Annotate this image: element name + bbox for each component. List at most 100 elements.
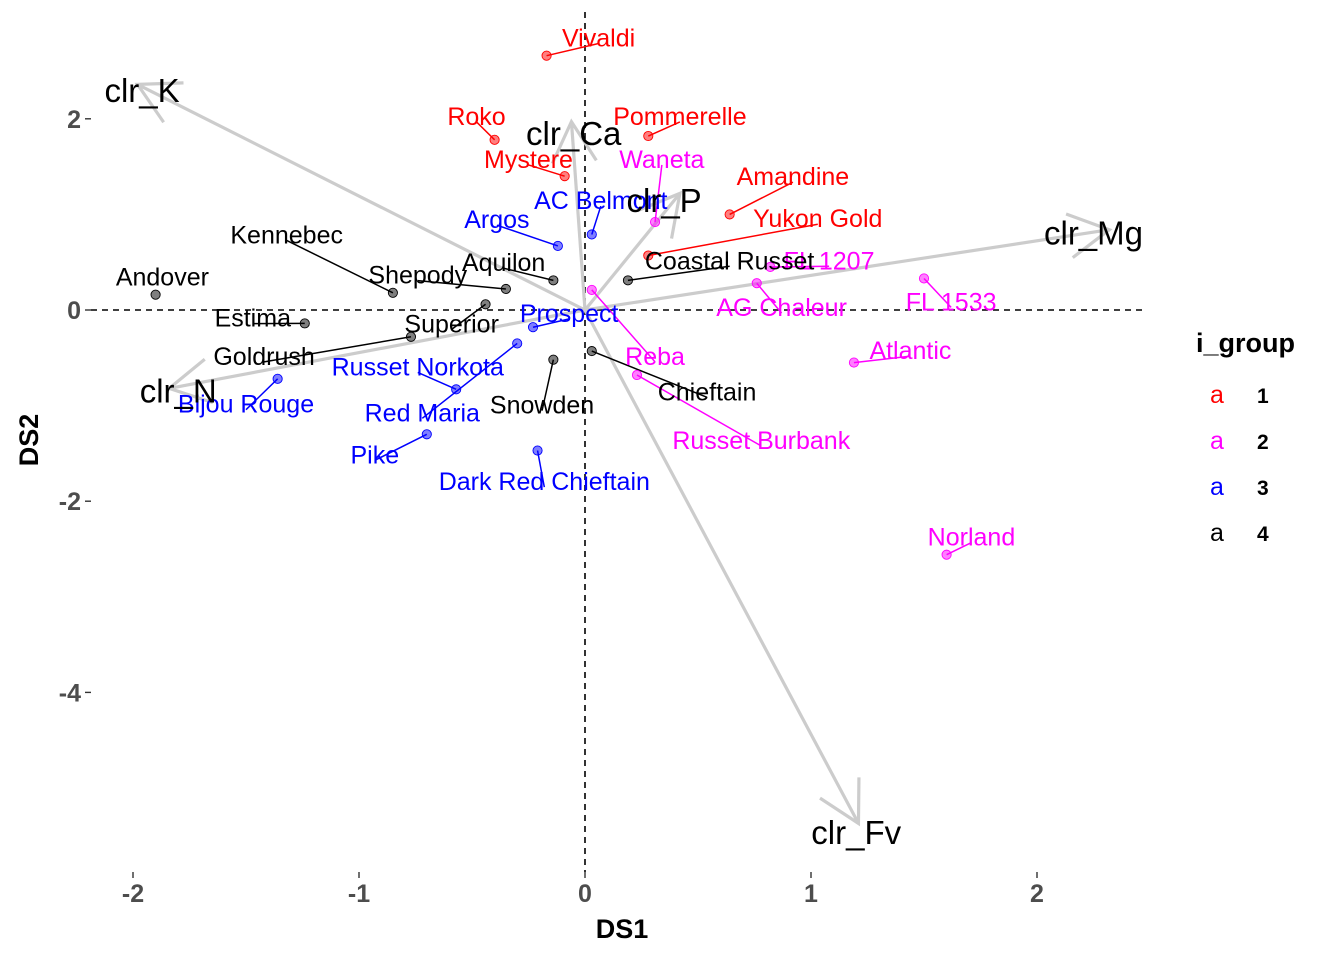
connector-Atlantic <box>853 355 911 364</box>
vector-head-clr_P <box>636 190 683 239</box>
point-label-Russet Burbank: Russet Burbank <box>672 427 850 455</box>
connector-FL 1533 <box>923 277 952 308</box>
legend-label-4: 4 <box>1257 523 1269 546</box>
loading-vectors <box>134 81 1113 827</box>
vector-head-clr_N <box>165 358 214 405</box>
vector-label-clr_Ca: clr_Ca <box>526 115 622 152</box>
legend-key-2: a <box>1210 427 1224 455</box>
point-AG Chaleur <box>751 278 762 289</box>
connector-Prospect <box>532 318 570 328</box>
connector-Amandine <box>729 181 794 216</box>
connector-Aquilon <box>503 267 554 282</box>
connector-Coastal Russet <box>627 265 730 282</box>
vector-label-clr_Mg: clr_Mg <box>1044 215 1143 252</box>
reference-lines <box>91 12 1147 872</box>
point-Argos <box>552 240 563 251</box>
connector-Dark Red Chieftain <box>536 450 546 488</box>
y-tick-label-0: 0 <box>67 297 81 325</box>
point-Pike <box>421 429 432 440</box>
connector-Kennebec <box>286 239 394 294</box>
point-label-Aquilon: Aquilon <box>462 249 545 277</box>
vector-clr_Mg <box>584 228 1110 312</box>
connector-Snowden <box>541 359 555 411</box>
point-Andover <box>150 289 161 300</box>
x-tick-label--2: -2 <box>122 880 144 908</box>
connector-Russet Norkota <box>417 371 457 391</box>
point-label-Coastal Russet: Coastal Russet <box>645 247 815 275</box>
connector-Pommerelle <box>647 121 681 137</box>
point-label-Kennebec: Kennebec <box>230 221 343 249</box>
y-tick-label-2: 2 <box>67 106 81 134</box>
point-label-Argos: Argos <box>464 206 529 234</box>
vector-label-clr_Fv: clr_Fv <box>811 814 901 851</box>
point-Russet Burbank <box>631 369 643 381</box>
point-label-Roko: Roko <box>447 103 505 131</box>
point-label-Mystere: Mystere <box>484 146 573 174</box>
point-Mystere <box>559 171 570 182</box>
point-label-Prospect: Prospect <box>520 300 619 328</box>
point-label-Snowden: Snowden <box>490 392 594 420</box>
point-Waneta <box>650 216 661 228</box>
legend: i_group a 1 a 2 a 3 a 4 <box>1196 328 1295 547</box>
connector-Goldrush <box>263 336 412 363</box>
connector-Chieftain <box>591 350 708 398</box>
point-label-Bijou Rouge: Bijou Rouge <box>178 391 314 419</box>
point-Shepody <box>500 283 511 295</box>
point-label-Andover: Andover <box>116 264 209 292</box>
connector-FL 1207 <box>770 265 830 268</box>
point-Reba <box>586 284 597 295</box>
vector-label-clr_P: clr_P <box>627 182 702 219</box>
connector-Argos <box>496 224 559 247</box>
point-label-Vivaldi: Vivaldi <box>562 25 635 53</box>
point-AC Belmont <box>586 229 597 240</box>
point-Coastal Russet <box>622 275 633 286</box>
vector-clr_P <box>583 192 682 312</box>
point-label-Shepody: Shepody <box>368 262 467 290</box>
point-Red Maria <box>512 338 523 349</box>
connector-Waneta <box>654 164 663 223</box>
point-Bijou Rouge <box>272 373 283 384</box>
point-label-AC Belmont: AC Belmont <box>534 187 667 215</box>
point-FL 1207 <box>765 261 776 273</box>
legend-label-3: 3 <box>1257 477 1269 500</box>
point-label-Atlantic: Atlantic <box>869 337 951 365</box>
vector-clr_Ca <box>569 121 587 311</box>
vector-clr_N <box>168 308 586 390</box>
x-tick-label--1: -1 <box>348 880 370 908</box>
point-label-Dark Red Chieftain: Dark Red Chieftain <box>439 468 650 496</box>
point-label-Yukon Gold: Yukon Gold <box>753 205 882 233</box>
point-label-Waneta: Waneta <box>619 146 704 174</box>
data-points <box>150 50 952 560</box>
connector-Superior <box>451 303 487 330</box>
point-label-Chieftain: Chieftain <box>658 378 757 406</box>
point-Estima <box>299 318 310 329</box>
point-label-Russet Norkota: Russet Norkota <box>332 353 504 381</box>
point-label-Pommerelle: Pommerelle <box>613 103 746 131</box>
point-Pommerelle <box>643 130 654 142</box>
point-label-FL 1207: FL 1207 <box>784 247 875 275</box>
connector-Red Maria <box>421 342 518 419</box>
legend-key-3: a <box>1210 473 1224 501</box>
point-Chieftain <box>586 346 597 357</box>
point-Goldrush <box>405 331 417 342</box>
vector-clr_Fv <box>583 309 860 825</box>
connector-Vivaldi <box>546 42 599 57</box>
point-Atlantic <box>848 357 859 368</box>
point-label-Reba: Reba <box>625 343 685 371</box>
connector-Mystere <box>528 164 565 177</box>
connector-AG Chaleur <box>756 282 783 314</box>
legend-label-1: 1 <box>1257 385 1269 408</box>
x-tick-label-0: 0 <box>578 880 592 908</box>
x-axis-title: DS1 <box>596 914 649 944</box>
vector-head-clr_K <box>134 81 184 124</box>
point-label-Goldrush: Goldrush <box>213 343 314 371</box>
point-label-Superior: Superior <box>404 310 499 338</box>
x-tick-label-2: 2 <box>1030 880 1044 908</box>
point-Snowden <box>548 354 559 365</box>
y-axis-title: DS2 <box>14 414 44 467</box>
vector-label-clr_N: clr_N <box>140 372 217 409</box>
vector-clr_K <box>136 82 586 312</box>
connector-Bijou Rouge <box>245 378 279 411</box>
